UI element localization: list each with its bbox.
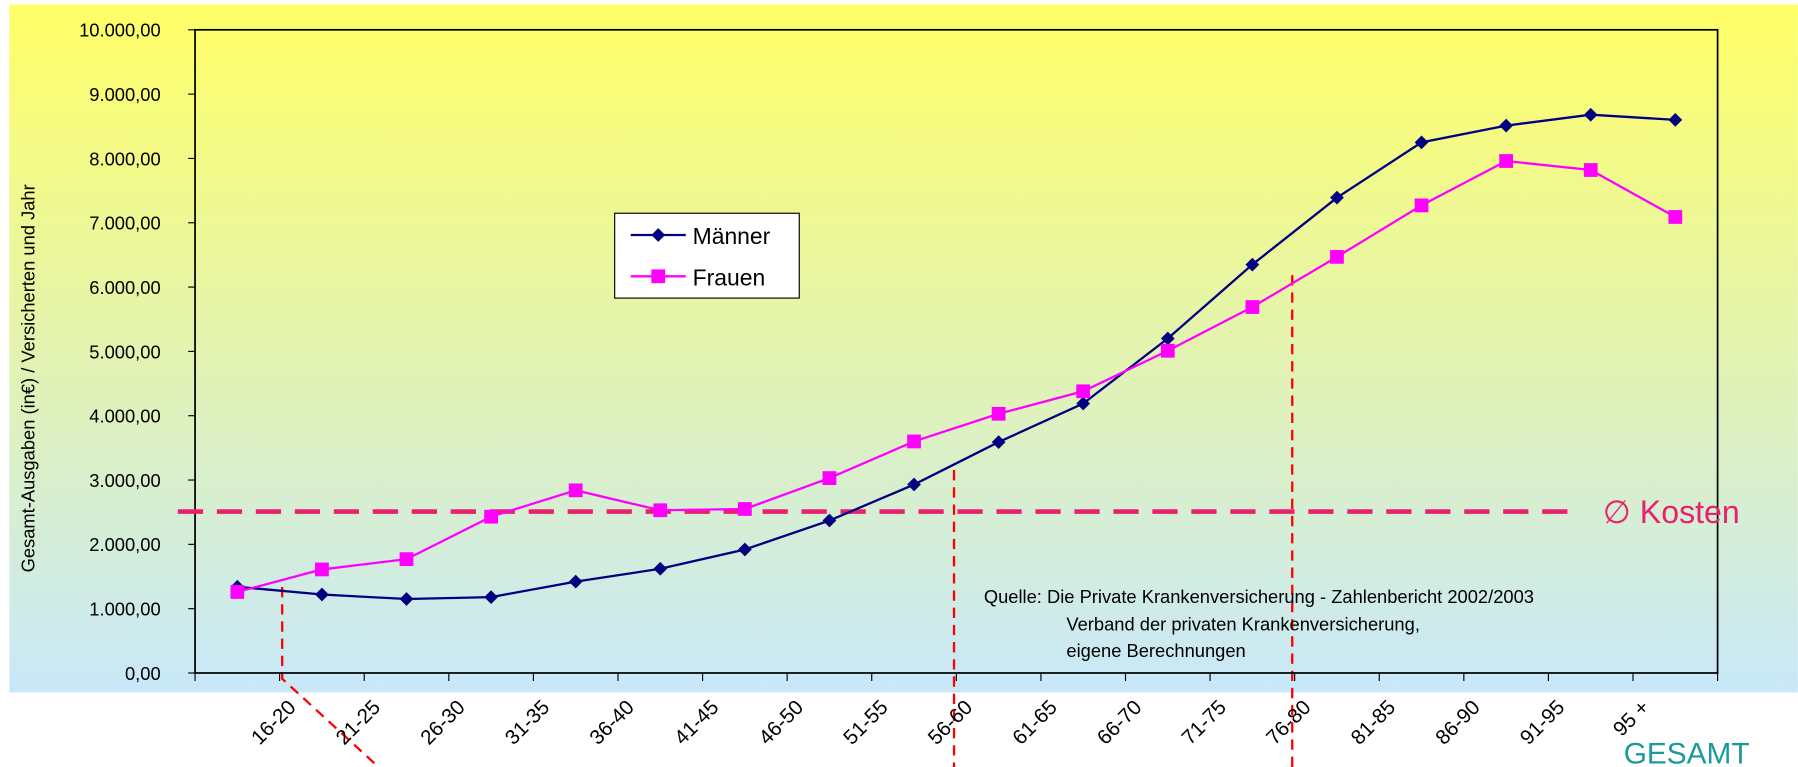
x-tick-label: 81-85 [1347,696,1401,750]
series-line [237,159,1676,594]
marker [653,503,668,518]
y-tick-label: 4.000,00 [89,406,160,427]
marker [1076,384,1091,399]
y-tick-label: 7.000,00 [89,213,160,234]
x-tick-label: 61-65 [1008,696,1062,750]
x-tick-label: 66-70 [1093,696,1147,750]
source-text: Quelle: Die Private Krankenversicherung … [984,586,1534,607]
marker [1668,210,1683,224]
x-tick-label: 71-75 [1177,696,1231,750]
marker [1499,154,1514,168]
marker [1583,163,1598,177]
marker [1668,112,1683,127]
y-axis-label: Gesamt-Ausgaben (in€) / Versicherten und… [18,184,39,572]
y-tick-label: 3.000,00 [89,470,160,491]
guide-lines [281,275,1294,767]
x-tick-label: 46-50 [754,696,808,750]
series-line [237,113,1676,601]
marker [907,434,921,449]
legend-label: Frauen [693,264,766,290]
y-tick-label: 5.000,00 [89,341,160,362]
x-tick-label: GESAMT [1624,738,1750,767]
background [9,4,1798,693]
marker [399,592,414,606]
x-tick-label: 51-55 [839,696,893,750]
x-tick-label: 95 + [1609,696,1654,741]
marker [230,585,245,599]
source-text: Verband der privaten Krankenversicherung… [1066,614,1420,635]
y-tick-label: 0,00 [125,663,161,684]
x-tick-label: 31-35 [501,696,555,750]
x-tick-label: 16-20 [247,696,301,750]
marker [1160,343,1175,358]
marker [1330,249,1344,264]
reference-label: ∅ Kosten [1603,494,1740,530]
marker [991,435,1006,449]
marker [1414,198,1429,213]
marker [484,590,498,604]
marker [315,562,329,577]
marker [1330,190,1344,205]
marker [1245,257,1260,272]
marker [484,509,498,524]
marker [1499,118,1514,133]
x-tick-label: 36-40 [585,696,639,750]
marker [315,587,329,602]
guide-line [281,587,380,767]
legend-label: Männer [693,223,771,249]
marker [399,552,414,567]
y-tick-label: 9.000,00 [89,84,160,105]
x-tick-label: 86-90 [1431,696,1485,750]
marker [991,406,1006,421]
x-tick-label: 91-95 [1516,696,1570,750]
marker [1160,331,1175,346]
x-tick-label: 26-30 [416,696,470,750]
source-text: eigene Berechnungen [1066,640,1245,661]
y-tick-label: 2.000,00 [89,534,160,555]
y-tick-label: 10.000,00 [79,20,161,41]
marker [651,269,666,284]
marker [737,502,752,516]
y-tick-label: 6.000,00 [89,277,160,298]
marker [1245,300,1260,314]
legend [614,212,800,299]
x-tick-label: 56-60 [924,696,978,750]
x-tick-label: 76-80 [1262,696,1316,750]
y-tick-label: 1.000,00 [89,599,160,620]
y-tick-label: 8.000,00 [89,148,160,169]
marker [822,471,837,485]
marker [568,483,583,498]
x-tick-label: 21-25 [332,696,386,750]
x-tick-label: 41-45 [670,696,724,750]
